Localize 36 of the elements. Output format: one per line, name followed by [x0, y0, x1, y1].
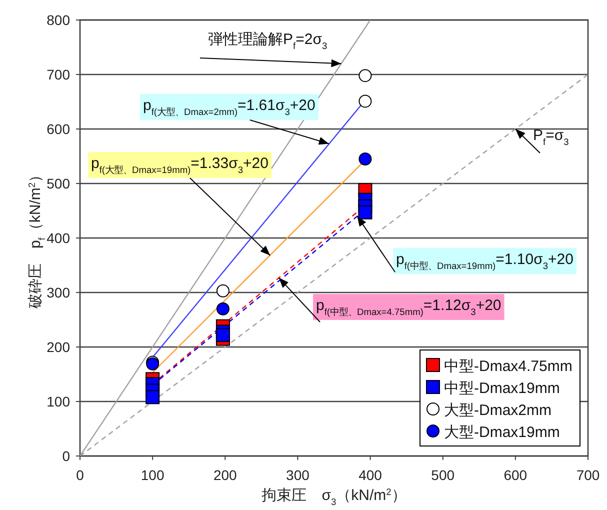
- point: [358, 205, 372, 220]
- point: [216, 328, 230, 342]
- legend-label: 大型-Dmax19mm: [444, 424, 560, 441]
- x-tick-label: 500: [431, 467, 455, 483]
- point: [216, 302, 230, 316]
- point: [358, 152, 372, 166]
- y-tick-label: 800: [46, 12, 70, 28]
- x-axis-title: 拘束圧 σ$_{3}$（kN/m$^{2}$）: [262, 487, 406, 507]
- annotation: p$_{f(中型、Dmax=19mm)}$=1.10σ$_{3}$+20: [396, 251, 574, 271]
- y-tick-label: 500: [46, 176, 70, 192]
- x-tick-label: 300: [286, 467, 310, 483]
- annotation: 弾性理論解P$_{f}$=2σ$_{3}$: [208, 31, 328, 51]
- x-tick-label: 100: [140, 467, 164, 483]
- annotation: p$_{f(中型、Dmax=4.75mm)}$=1.12σ$_{3}$+20: [316, 297, 502, 317]
- x-tick-label: 600: [504, 467, 528, 483]
- y-tick-label: 600: [46, 121, 70, 137]
- point: [358, 94, 372, 108]
- x-tick-label: 700: [576, 467, 600, 483]
- x-tick-label: 400: [358, 467, 382, 483]
- legend-label: 中型-Dmax4.75mm: [444, 358, 572, 375]
- y-tick-label: 700: [46, 66, 70, 82]
- y-tick-label: 100: [46, 394, 70, 410]
- legend-label: 中型-Dmax19mm: [444, 380, 560, 397]
- annotation: p$_{f(大型、Dmax=19mm)}$=1.33σ$_{3}$+20: [91, 155, 268, 175]
- y-tick-label: 300: [46, 284, 70, 300]
- point: [216, 284, 230, 298]
- point: [146, 390, 160, 404]
- annotation: p$_{f(大型、Dmax=2mm)}$=1.61σ$_{3}$+20: [143, 97, 316, 117]
- legend-label: 大型-Dmax2mm: [444, 402, 552, 419]
- x-tick-label: 200: [213, 467, 238, 483]
- y-tick-label: 400: [46, 230, 70, 246]
- y-tick-label: 200: [46, 339, 70, 355]
- annotation: P$_{f}$=σ$_{3}$: [533, 127, 569, 147]
- y-tick-label: 0: [62, 448, 70, 464]
- point: [358, 69, 372, 82]
- x-tick-label: 0: [76, 467, 84, 483]
